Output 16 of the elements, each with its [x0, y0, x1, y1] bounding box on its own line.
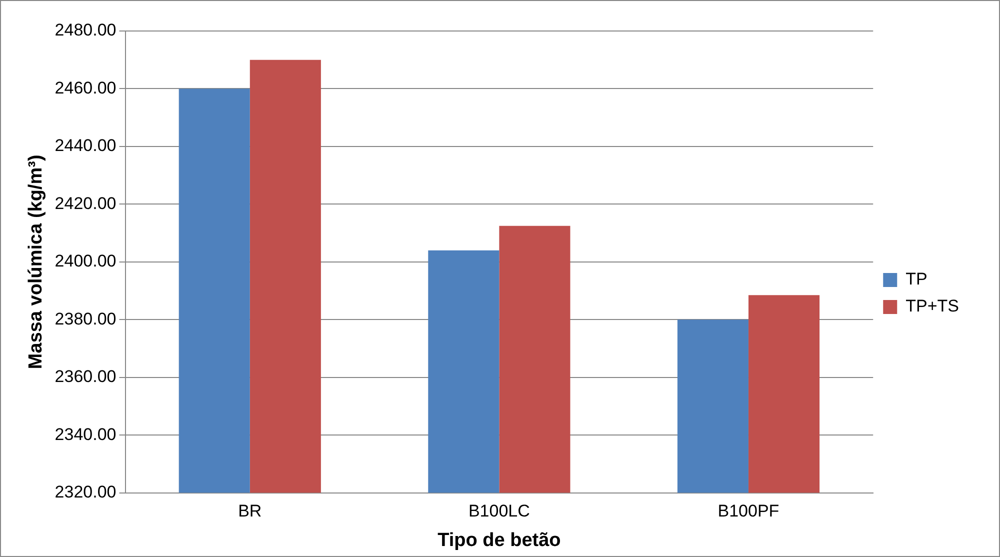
legend-label: TP+TS: [906, 296, 959, 316]
y-tick-label: 2360.00: [54, 367, 116, 386]
y-axis-title: Massa volúmica (kg/m³): [26, 154, 47, 370]
y-tick-label: 2460.00: [54, 78, 116, 98]
legend-label: TP: [906, 270, 928, 289]
y-tick-label: 2420.00: [54, 194, 116, 213]
y-tick-label: 2340.00: [54, 424, 116, 444]
x-tick-label: BR: [238, 502, 262, 521]
y-tick-label: 2440.00: [54, 136, 116, 156]
x-tick-label: B100PF: [718, 502, 780, 521]
y-tick-label: 2320.00: [54, 482, 116, 502]
y-tick-label: 2480.00: [54, 20, 116, 40]
y-tick-label: 2400.00: [54, 252, 116, 271]
x-tick-label: B100LC: [468, 502, 530, 521]
y-tick-label: 2380.00: [54, 309, 116, 328]
x-axis-title: Tipo de betão: [438, 530, 561, 551]
